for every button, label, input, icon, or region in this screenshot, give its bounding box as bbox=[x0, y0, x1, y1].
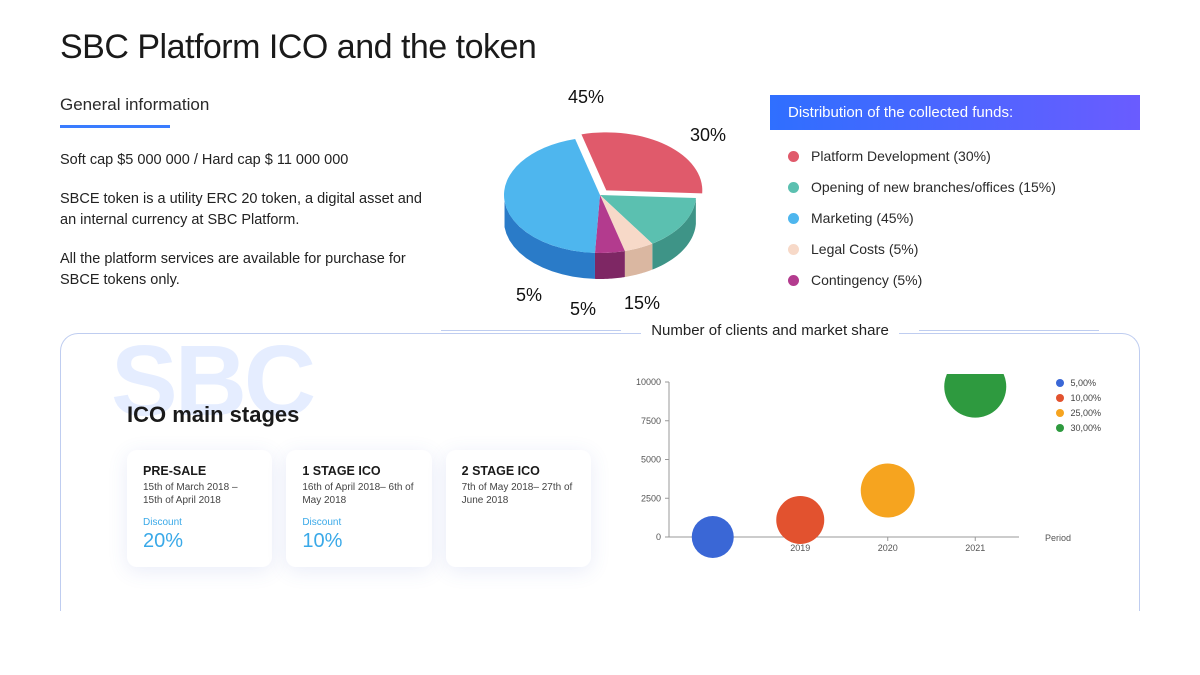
distribution-panel: Distribution of the collected funds: Pla… bbox=[770, 95, 1140, 303]
discount-value: 10% bbox=[302, 530, 415, 553]
legend-text: Platform Development (30%) bbox=[811, 148, 991, 164]
stage-title: 1 STAGE ICO bbox=[302, 464, 415, 478]
stage-dates: 15th of March 2018 – 15th of April 2018 bbox=[143, 481, 256, 507]
legend-text: Marketing (45%) bbox=[811, 210, 914, 226]
legend-item: Contingency (5%) bbox=[770, 272, 1140, 288]
pie-slice-label: 5% bbox=[570, 299, 596, 320]
page-title: SBC Platform ICO and the token bbox=[60, 28, 1140, 67]
legend-dot-icon bbox=[788, 244, 799, 255]
stage-card: 2 STAGE ICO 7th of May 2018– 27th of June… bbox=[446, 450, 591, 567]
pie-slice-label: 45% bbox=[568, 87, 604, 108]
legend-dot-icon bbox=[788, 151, 799, 162]
general-info-panel: General information Soft cap $5 000 000 … bbox=[60, 95, 430, 309]
discount-label: Discount bbox=[143, 517, 256, 528]
stage-dates: 7th of May 2018– 27th of June 2018 bbox=[462, 481, 575, 507]
stage-dates: 16th of April 2018– 6th of May 2018 bbox=[302, 481, 415, 507]
bubble-legend-item: 10,00% bbox=[1056, 393, 1101, 403]
pie-slice-label: 30% bbox=[690, 125, 726, 146]
legend-label: 25,00% bbox=[1070, 408, 1101, 418]
legend-item: Opening of new branches/offices (15%) bbox=[770, 179, 1140, 195]
legend-text: Contingency (5%) bbox=[811, 272, 922, 288]
pie-slice-label: 5% bbox=[516, 285, 542, 306]
legend-dot-icon bbox=[788, 182, 799, 193]
legend-text: Legal Costs (5%) bbox=[811, 241, 918, 257]
distribution-header: Distribution of the collected funds: bbox=[770, 95, 1140, 130]
legend-label: 10,00% bbox=[1070, 393, 1101, 403]
bubble-legend-item: 25,00% bbox=[1056, 408, 1101, 418]
heading-underline bbox=[60, 125, 170, 128]
funds-pie-chart: 30%15%5%5%45% bbox=[450, 85, 740, 315]
stage-card: 1 STAGE ICO 16th of April 2018– 6th of Ma… bbox=[286, 450, 431, 567]
legend-dot-icon bbox=[1056, 379, 1064, 387]
svg-text:2500: 2500 bbox=[641, 493, 661, 503]
svg-text:7500: 7500 bbox=[641, 416, 661, 426]
bubble-chart: 0250050007500100002018201920202021Period… bbox=[621, 374, 1109, 584]
svg-text:2021: 2021 bbox=[965, 543, 985, 553]
lower-title: Number of clients and market share bbox=[641, 322, 899, 339]
general-p1: SBCE token is a utility ERC 20 token, a … bbox=[60, 189, 430, 231]
legend-label: 30,00% bbox=[1070, 423, 1101, 433]
stages-heading: ICO main stages bbox=[127, 402, 591, 428]
svg-text:0: 0 bbox=[656, 532, 661, 542]
stage-title: PRE-SALE bbox=[143, 464, 256, 478]
legend-text: Opening of new branches/offices (15%) bbox=[811, 179, 1056, 195]
general-p2: All the platform services are available … bbox=[60, 249, 430, 291]
legend-dot-icon bbox=[788, 275, 799, 286]
legend-dot-icon bbox=[1056, 424, 1064, 432]
bubble-legend: 5,00% 10,00% 25,00% 30,00% bbox=[1056, 378, 1101, 438]
legend-dot-icon bbox=[1056, 409, 1064, 417]
svg-text:2019: 2019 bbox=[790, 543, 810, 553]
stages-block: ICO main stages PRE-SALE 15th of March 20… bbox=[91, 354, 591, 611]
legend-label: 5,00% bbox=[1070, 378, 1096, 388]
svg-text:10000: 10000 bbox=[636, 377, 661, 387]
svg-text:Period: Period bbox=[1045, 533, 1071, 543]
caps-text: Soft cap $5 000 000 / Hard cap $ 11 000 … bbox=[60, 150, 430, 171]
lower-section: SBC Number of clients and market share I… bbox=[60, 333, 1140, 611]
stage-title: 2 STAGE ICO bbox=[462, 464, 575, 478]
svg-text:2020: 2020 bbox=[878, 543, 898, 553]
general-heading: General information bbox=[60, 95, 430, 115]
legend-dot-icon bbox=[788, 213, 799, 224]
legend-item: Legal Costs (5%) bbox=[770, 241, 1140, 257]
bubble-legend-item: 30,00% bbox=[1056, 423, 1101, 433]
bubble-legend-item: 5,00% bbox=[1056, 378, 1101, 388]
legend-item: Marketing (45%) bbox=[770, 210, 1140, 226]
discount-label: Discount bbox=[302, 517, 415, 528]
legend-item: Platform Development (30%) bbox=[770, 148, 1140, 164]
pie-slice-label: 15% bbox=[624, 293, 660, 314]
legend-dot-icon bbox=[1056, 394, 1064, 402]
svg-text:5000: 5000 bbox=[641, 455, 661, 465]
discount-value: 20% bbox=[143, 530, 256, 553]
stage-card: PRE-SALE 15th of March 2018 – 15th of Apr… bbox=[127, 450, 272, 567]
